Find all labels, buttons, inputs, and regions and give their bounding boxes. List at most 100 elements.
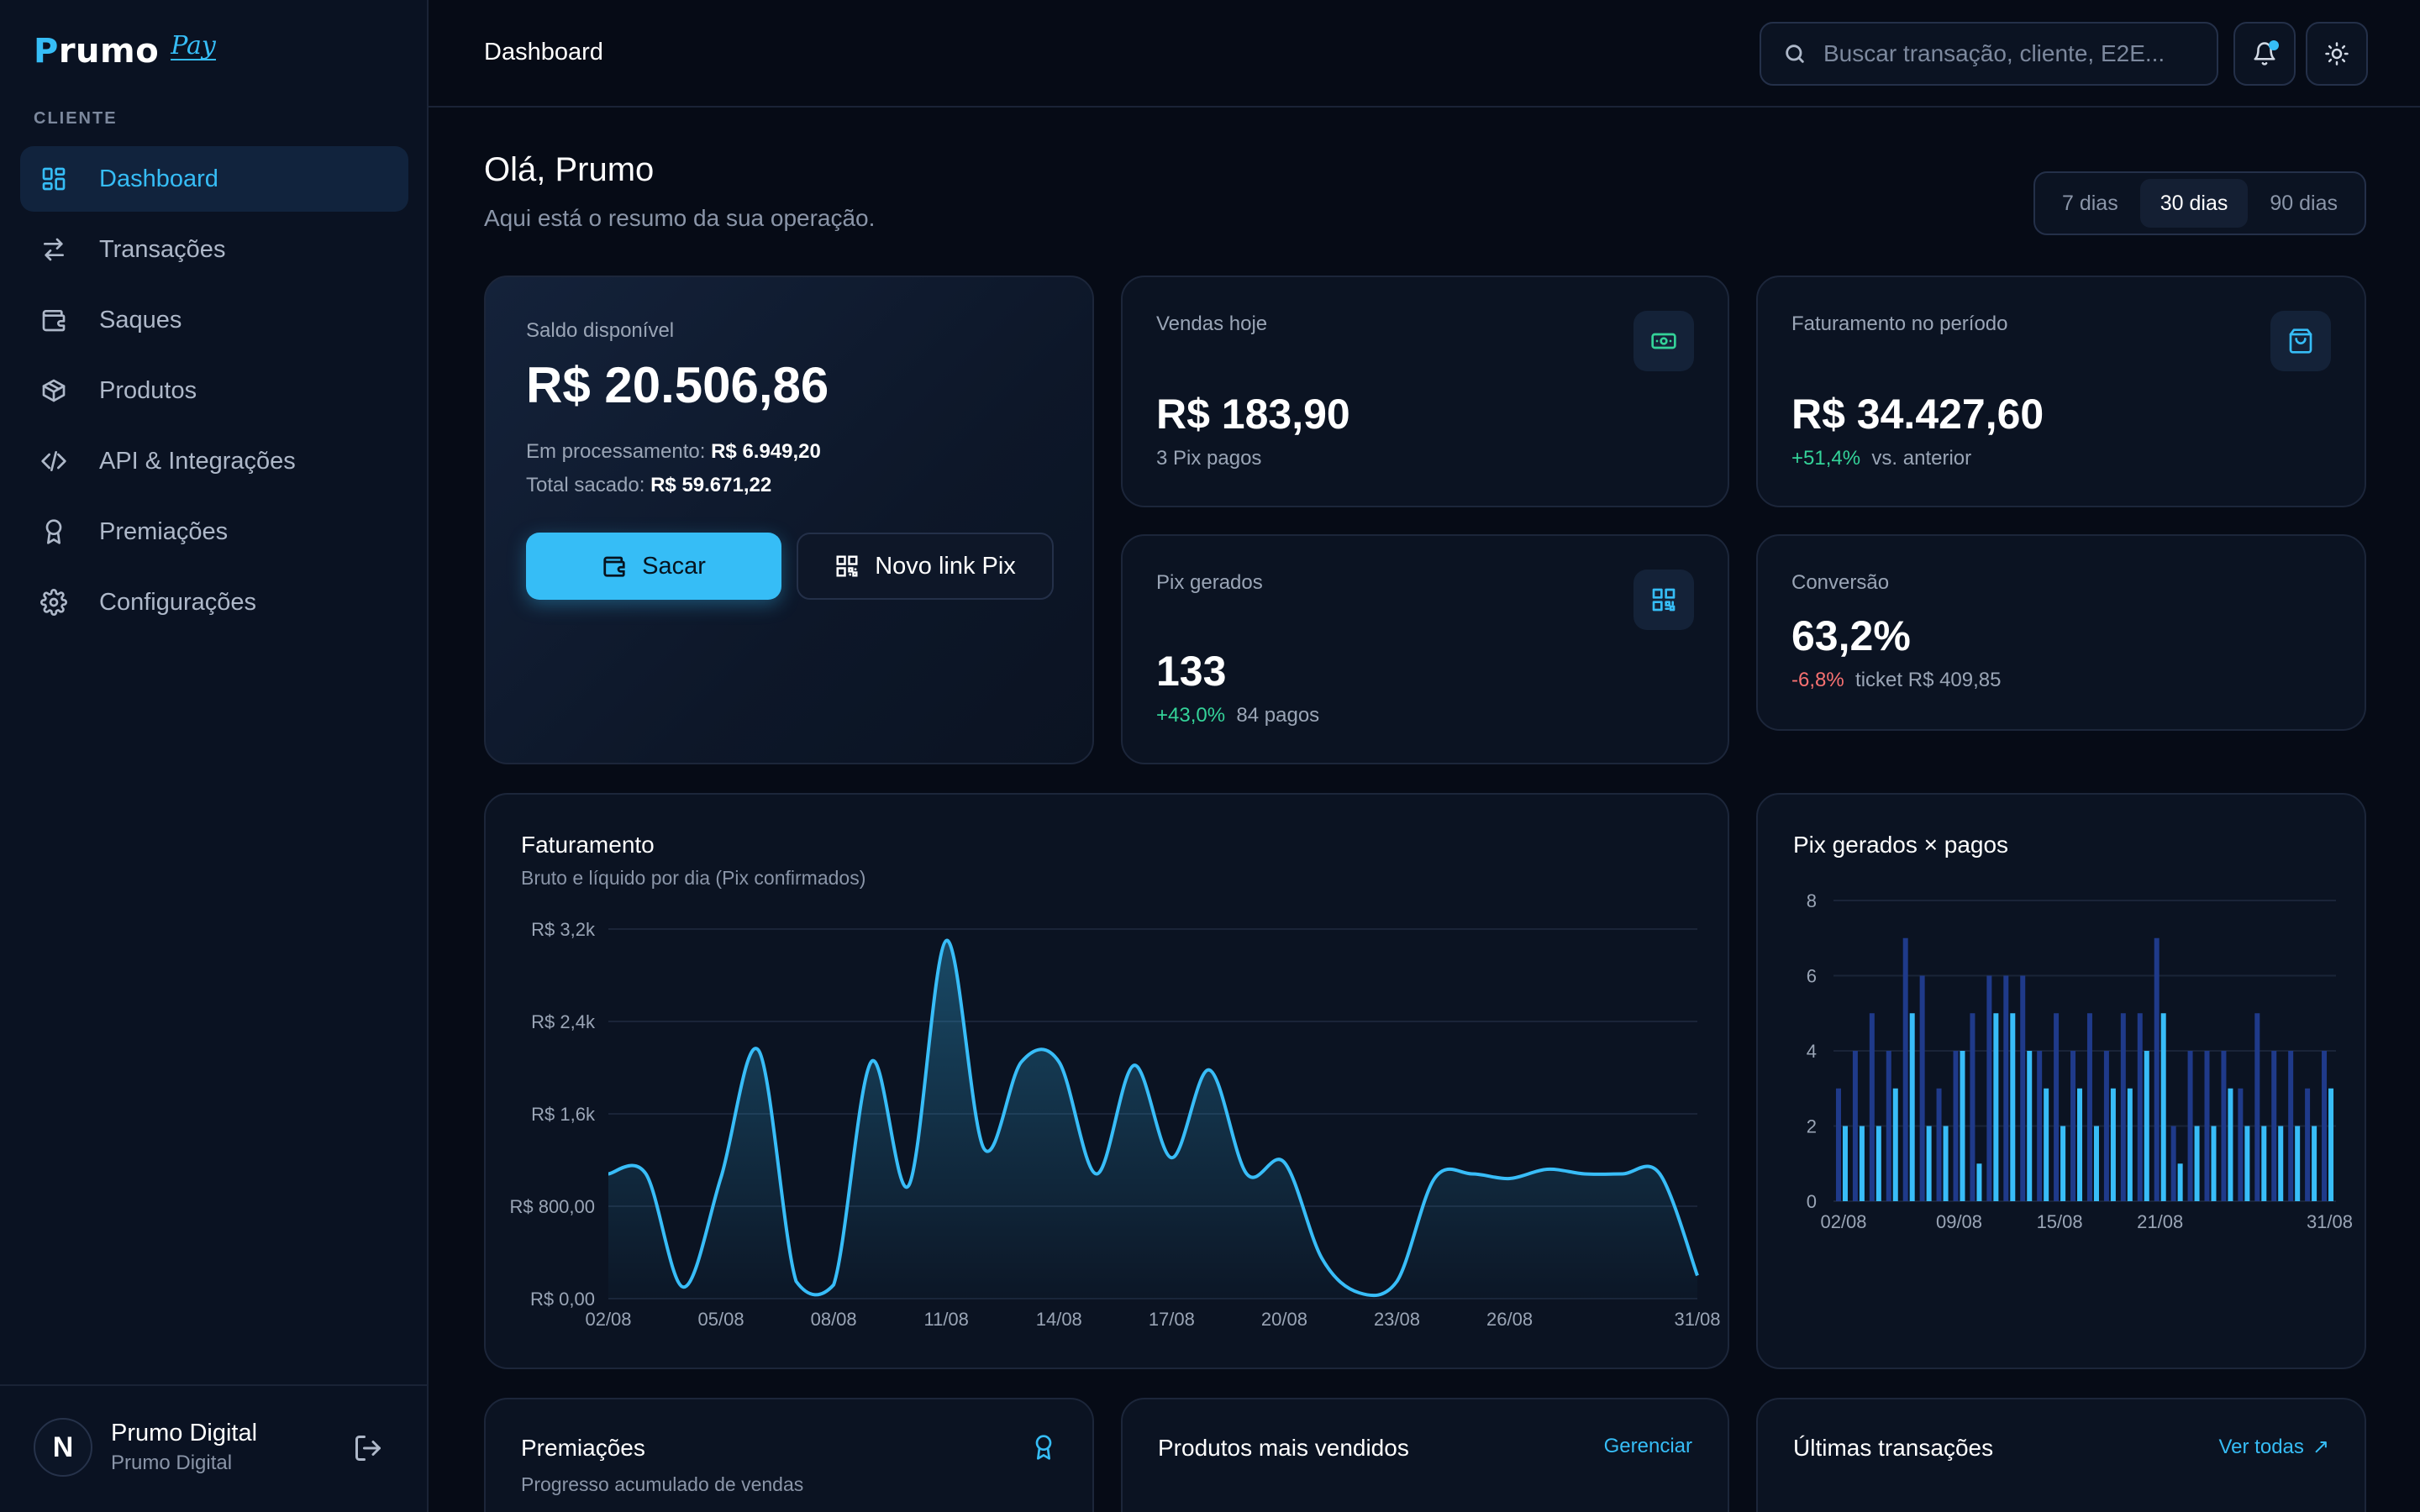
sales-today-card: Vendas hoje R$ 183,90 3 Pix pagos xyxy=(1121,276,1729,507)
sidebar-item-dashboard[interactable]: Dashboard xyxy=(20,146,408,212)
view-all-link[interactable]: Ver todas ↗ xyxy=(2218,1435,2329,1459)
logout-button[interactable] xyxy=(353,1433,387,1467)
search-box[interactable] xyxy=(1760,22,2218,86)
bar-pagos xyxy=(2060,1126,2066,1201)
sidebar-item-label: Saques xyxy=(99,306,182,333)
bar-gerados xyxy=(2254,1013,2260,1201)
conversion-label: Conversão xyxy=(1791,571,1890,594)
brand-tag: Pay xyxy=(171,31,216,60)
top-products-card: Produtos mais vendidos Gerenciar xyxy=(1121,1398,1729,1512)
bar-gerados xyxy=(2271,1051,2277,1201)
y-tick-label: 4 xyxy=(1807,1041,1817,1062)
dashboard-icon xyxy=(39,164,69,194)
sidebar-section-label: CLIENTE xyxy=(34,109,118,128)
new-pix-link-button[interactable]: Novo link Pix xyxy=(797,533,1054,600)
revenue-area-chart[interactable]: R$ 0,00 R$ 800,00 R$ 1,6k R$ 2,4k R$ 3,2k 02/… xyxy=(486,795,1731,1371)
x-tick-label: 05/08 xyxy=(698,1309,744,1330)
sidebar-item-saques[interactable]: Saques xyxy=(20,287,408,353)
bar-gerados xyxy=(2204,1051,2210,1201)
sales-today-label: Vendas hoje xyxy=(1156,312,1268,335)
last-transactions-title: Últimas transações xyxy=(1793,1435,1994,1461)
period-30-days[interactable]: 30 dias xyxy=(2139,179,2249,228)
pix-generated-delta-row: +43,0% 84 pagos xyxy=(1156,704,1320,727)
sidebar-item-label: Premiações xyxy=(99,517,229,545)
period-7-days[interactable]: 7 dias xyxy=(2062,191,2118,215)
bar-pagos xyxy=(2295,1126,2301,1201)
sales-today-value: R$ 183,90 xyxy=(1156,391,1350,438)
sidebar-item-produtos[interactable]: Produtos xyxy=(20,358,408,423)
revenue-delta-row: +51,4% vs. anterior xyxy=(1791,447,1972,470)
wallet-icon xyxy=(603,556,625,577)
sidebar-item-transacoes[interactable]: Transações xyxy=(20,217,408,282)
sidebar-item-label: Configurações xyxy=(99,588,256,616)
avatar[interactable]: N xyxy=(34,1418,92,1477)
withdraw-button[interactable]: Sacar xyxy=(526,533,781,600)
y-tick-label: 8 xyxy=(1807,890,1817,911)
search-input[interactable] xyxy=(1823,40,2193,67)
bar-gerados xyxy=(1936,1088,1942,1201)
awards-subtitle: Progresso acumulado de vendas xyxy=(521,1473,804,1495)
qr-code-icon xyxy=(836,555,858,577)
notifications-button[interactable] xyxy=(2233,22,2296,86)
pix-chart-card: Pix gerados × pagos 0 2 4 6 8 02/08 09/08 15/08… xyxy=(1756,793,2366,1369)
sidebar-item-api[interactable]: API & Integrações xyxy=(20,428,408,494)
revenue-value: R$ 34.427,60 xyxy=(1791,391,2044,438)
bar-pagos xyxy=(1909,1013,1915,1201)
sidebar-item-label: Dashboard xyxy=(99,165,218,192)
revenue-chart-subtitle: Bruto e líquido por dia (Pix confirmados… xyxy=(521,867,866,889)
bar-gerados xyxy=(1902,937,1908,1201)
manage-products-link[interactable]: Gerenciar xyxy=(1603,1435,1692,1457)
bar-pagos xyxy=(2312,1126,2317,1201)
y-tick-label: R$ 3,2k xyxy=(531,919,596,940)
bar-gerados xyxy=(1953,1051,1959,1201)
y-tick-label: 6 xyxy=(1807,966,1817,987)
bar-gerados xyxy=(1869,1013,1875,1201)
x-tick-label: 31/08 xyxy=(2307,1211,2353,1232)
period-selector: 7 dias 30 dias 90 dias xyxy=(2033,171,2366,235)
user-name: Prumo Digital xyxy=(111,1420,258,1446)
x-tick-label: 09/08 xyxy=(1936,1211,1982,1232)
brand-logo[interactable]: Prumo Pay xyxy=(34,32,216,71)
brand-name: Prumo xyxy=(34,32,160,71)
bar-gerados xyxy=(2154,937,2160,1201)
processing-amount: Em processamento: R$ 6.949,20 xyxy=(526,440,821,463)
bar-gerados xyxy=(1835,1088,1841,1201)
sidebar-item-configuracoes[interactable]: Configurações xyxy=(20,570,408,635)
x-tick-label: 23/08 xyxy=(1374,1309,1420,1330)
box-icon xyxy=(39,375,69,406)
revenue-chart-card: Faturamento Bruto e líquido por dia (Pix… xyxy=(484,793,1729,1369)
sidebar-item-label: Transações xyxy=(99,235,226,263)
top-products-title: Produtos mais vendidos xyxy=(1158,1435,1409,1461)
sales-today-sub: 3 Pix pagos xyxy=(1156,447,1262,470)
code-icon xyxy=(39,446,69,476)
y-tick-label: R$ 800,00 xyxy=(509,1196,595,1217)
bar-gerados xyxy=(1852,1051,1858,1201)
conversion-card: Conversão 63,2% -6,8% ticket R$ 409,85 xyxy=(1756,534,2366,731)
sidebar-item-premiacoes[interactable]: Premiações xyxy=(20,499,408,564)
bar-gerados xyxy=(2020,975,2026,1201)
theme-toggle-button[interactable] xyxy=(2306,22,2368,86)
y-tick-label: R$ 1,6k xyxy=(531,1104,596,1125)
conversion-delta: -6,8% xyxy=(1791,669,1844,691)
pix-bar-chart[interactable]: 0 2 4 6 8 02/08 09/08 15/08 21/08 31/08 xyxy=(1758,795,2368,1371)
sidebar-nav: Dashboard Transações Saques Produtos API… xyxy=(20,146,408,640)
cash-icon xyxy=(1634,311,1694,371)
x-tick-label: 17/08 xyxy=(1149,1309,1195,1330)
y-tick-label: 2 xyxy=(1807,1116,1817,1137)
revenue-chart-title: Faturamento xyxy=(521,832,655,858)
notification-dot xyxy=(2269,40,2279,50)
bell-icon xyxy=(2254,42,2275,66)
qr-code-icon xyxy=(1634,570,1694,630)
bar-gerados xyxy=(2221,1051,2227,1201)
revenue-area-fill xyxy=(608,940,1697,1299)
bar-pagos xyxy=(1859,1126,1865,1201)
period-90-days[interactable]: 90 dias xyxy=(2270,191,2338,215)
user-subtitle: Prumo Digital xyxy=(111,1452,233,1474)
conversion-value: 63,2% xyxy=(1791,612,1911,659)
bar-pagos xyxy=(2010,1013,2016,1201)
pix-generated-value: 133 xyxy=(1156,648,1227,695)
sidebar-item-label: API & Integrações xyxy=(99,447,296,475)
revenue-line xyxy=(608,938,1699,1298)
x-tick-label: 08/08 xyxy=(811,1309,857,1330)
wallet-icon xyxy=(39,305,69,335)
